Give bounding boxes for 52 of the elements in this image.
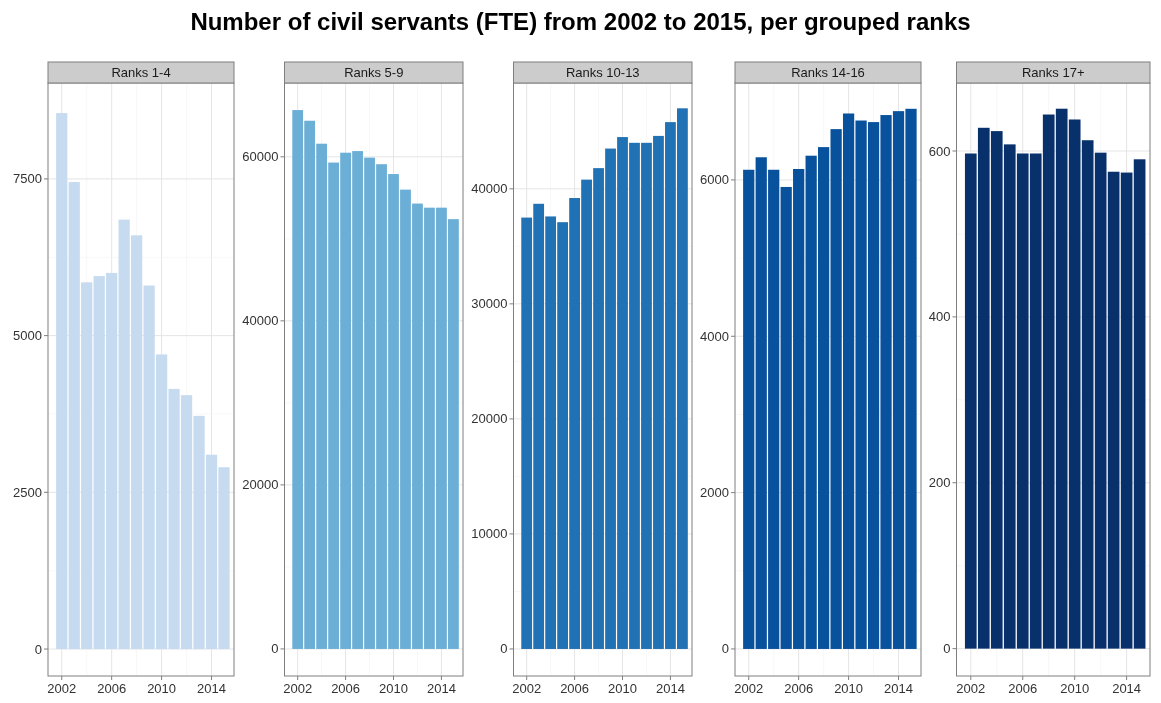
x-tick-label: 2002 [734,681,764,696]
x-tick-label: 2006 [1008,681,1038,696]
y-tick-label: 2500 [13,484,42,500]
y-tick-label: 40000 [242,313,279,329]
chart-subtitle: Ranks 10-13 [565,65,640,80]
y-tick-label: 400 [928,309,951,325]
x-tick-label: 2010 [834,681,864,696]
y-tick-label: 200 [928,475,951,491]
x-tick-label: 2014 [1112,681,1142,696]
x-tick-label: 2002 [47,681,77,696]
x-tick-label: 2006 [784,681,814,696]
x-tick-label: 2006 [560,681,590,696]
y-tick-label: 2000 [700,485,729,501]
y-tick-label: 30000 [471,296,508,312]
y-tick-label: 600 [928,143,951,159]
y-tick-label: 10000 [471,526,508,542]
bar [1133,159,1146,649]
x-tick-label: 2006 [331,681,361,696]
y-tick-label: 60000 [242,149,279,165]
y-tick-label: 0 [271,641,279,657]
x-tick-label: 2010 [147,681,177,696]
y-tick-label: 20000 [242,477,279,493]
y-tick-label: 5000 [13,328,42,344]
x-tick-label: 2006 [97,681,127,696]
chart-subtitle: Ranks 17+ [1021,65,1085,80]
x-tick-label: 2010 [379,681,408,696]
bar [56,113,68,650]
x-tick-label: 2010 [1060,681,1090,696]
chart-subtitle: Ranks 14-16 [791,65,865,80]
x-tick-label: 2014 [884,681,913,696]
bar [743,169,755,649]
x-tick-label: 2014 [426,681,456,696]
bar [1107,171,1120,649]
x-tick-label: 2002 [283,681,313,696]
y-tick-label: 20000 [471,411,508,427]
chart-subtitle: Ranks 5-9 [344,65,404,80]
y-tick-label: 6000 [700,172,729,188]
x-tick-label: 2002 [512,681,542,696]
bar [1120,172,1133,649]
y-tick-label: 40000 [471,181,508,197]
y-tick-label: 0 [500,641,508,657]
y-tick-label: 0 [34,641,42,657]
y-tick-label: 0 [943,641,951,657]
y-tick-label: 0 [721,641,729,657]
chart-subtitle: Ranks 1-4 [111,65,171,80]
x-tick-label: 2010 [608,681,637,696]
x-tick-label: 2002 [956,681,986,696]
x-tick-label: 2014 [197,681,226,696]
y-tick-label: 7500 [13,171,42,187]
x-tick-label: 2014 [655,681,685,696]
text: Number of civil servants (FTE) from 2002 to 2015, per grouped ranks [190,8,971,35]
y-tick-label: 4000 [700,328,729,344]
